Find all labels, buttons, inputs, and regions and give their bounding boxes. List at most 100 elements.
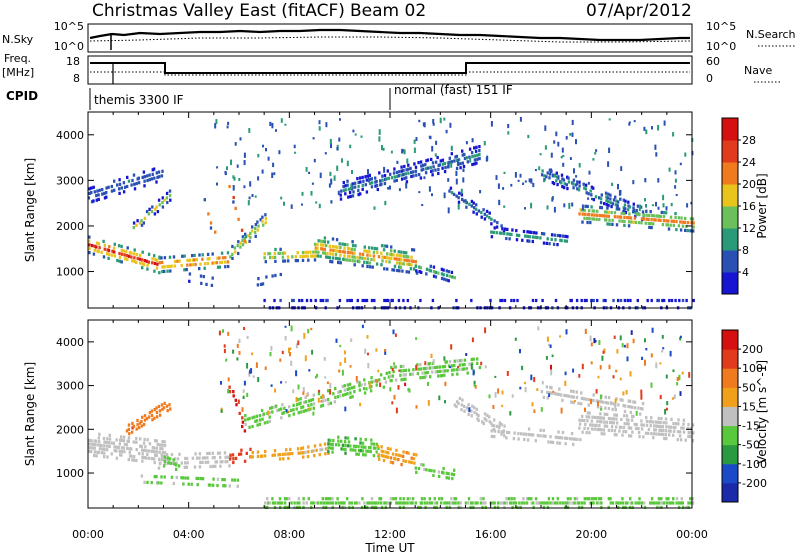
speckle-cell — [594, 152, 597, 155]
speckle-cell — [261, 169, 264, 174]
data-cell — [414, 165, 418, 169]
speckle-cell — [479, 190, 482, 194]
data-cell — [672, 421, 675, 426]
speckle-cell — [510, 183, 513, 187]
speckle-cell — [421, 204, 424, 207]
data-cell — [388, 252, 392, 256]
data-cell — [172, 458, 175, 462]
data-cell — [452, 501, 455, 505]
data-cell — [572, 401, 575, 405]
data-cell — [559, 501, 562, 505]
speckle-cell — [358, 381, 361, 386]
data-cell — [397, 453, 400, 457]
data-cell — [427, 166, 430, 170]
data-cell — [594, 497, 598, 501]
data-cell — [232, 457, 235, 461]
data-cell — [566, 175, 569, 179]
noise-right-tick-bottom: 10^0 — [706, 40, 736, 53]
data-cell — [431, 370, 434, 374]
data-cell — [416, 372, 420, 376]
data-cell — [313, 258, 317, 262]
data-cell — [377, 446, 380, 450]
data-cell — [361, 187, 364, 191]
speckle-cell — [484, 365, 487, 369]
data-cell — [396, 261, 399, 265]
data-cell — [336, 395, 340, 399]
data-cell — [616, 298, 620, 303]
data-cell — [151, 168, 154, 172]
data-cell — [403, 258, 406, 262]
data-cell — [298, 505, 301, 509]
data-cell — [139, 437, 142, 441]
data-cell — [141, 455, 144, 459]
speckle-cell — [591, 197, 593, 201]
speckle-cell — [640, 389, 643, 394]
data-cell — [662, 211, 666, 215]
data-cell — [254, 419, 257, 423]
colorbar-swatch — [722, 425, 738, 446]
data-cell — [293, 505, 296, 509]
data-cell — [448, 360, 452, 364]
data-cell — [362, 445, 365, 449]
speckle-cell — [295, 370, 298, 377]
speckle-cell — [659, 394, 662, 400]
data-cell — [659, 428, 663, 432]
speckle-cell — [608, 118, 611, 121]
data-cell — [631, 430, 634, 434]
data-cell — [337, 257, 340, 261]
speckle-cell — [611, 182, 614, 186]
data-cell — [542, 501, 545, 505]
data-cell — [298, 298, 301, 303]
data-cell — [577, 188, 581, 192]
data-cell — [556, 435, 559, 440]
speckle-cell — [644, 359, 646, 366]
data-cell — [564, 234, 567, 238]
data-cell — [143, 216, 147, 220]
colorbar-tick-label: 16 — [742, 200, 756, 213]
data-cell — [155, 453, 158, 458]
data-cell — [603, 202, 606, 206]
speckle-cell — [447, 207, 450, 214]
data-cell — [640, 423, 643, 427]
data-cell — [576, 501, 579, 505]
data-cell — [203, 262, 207, 266]
data-cell — [459, 501, 462, 505]
data-cell — [368, 181, 372, 185]
data-cell — [366, 264, 369, 269]
data-cell — [662, 215, 666, 219]
data-cell — [314, 298, 317, 303]
data-cell — [463, 409, 466, 413]
data-cell — [351, 240, 354, 244]
data-cell — [437, 374, 440, 378]
data-cell — [201, 456, 205, 460]
noise-search-label: N.Search — [746, 28, 796, 41]
data-cell — [432, 165, 435, 169]
data-cell — [475, 145, 478, 149]
data-cell — [309, 398, 313, 402]
speckle-cell — [389, 387, 392, 392]
data-cell — [600, 420, 603, 424]
data-cell — [618, 219, 621, 223]
data-cell — [458, 363, 461, 367]
data-cell — [592, 398, 595, 403]
data-cell — [371, 181, 374, 185]
data-cell — [259, 218, 262, 222]
y-tick-label: 3000 — [56, 380, 84, 393]
data-cell — [360, 505, 364, 509]
data-cell — [516, 298, 519, 303]
data-cell — [545, 385, 549, 389]
data-cell — [440, 267, 444, 271]
speckle-cell — [220, 381, 222, 385]
data-cell — [657, 420, 660, 424]
data-cell — [527, 432, 531, 437]
data-cell — [588, 217, 591, 221]
data-cell — [233, 246, 237, 250]
data-cell — [354, 244, 357, 248]
data-band — [414, 264, 456, 283]
data-cell — [299, 397, 302, 401]
data-cell — [443, 364, 447, 369]
data-cell — [692, 298, 695, 303]
data-cell — [402, 369, 405, 373]
data-cell — [339, 253, 342, 257]
speckle-cell — [274, 388, 276, 393]
